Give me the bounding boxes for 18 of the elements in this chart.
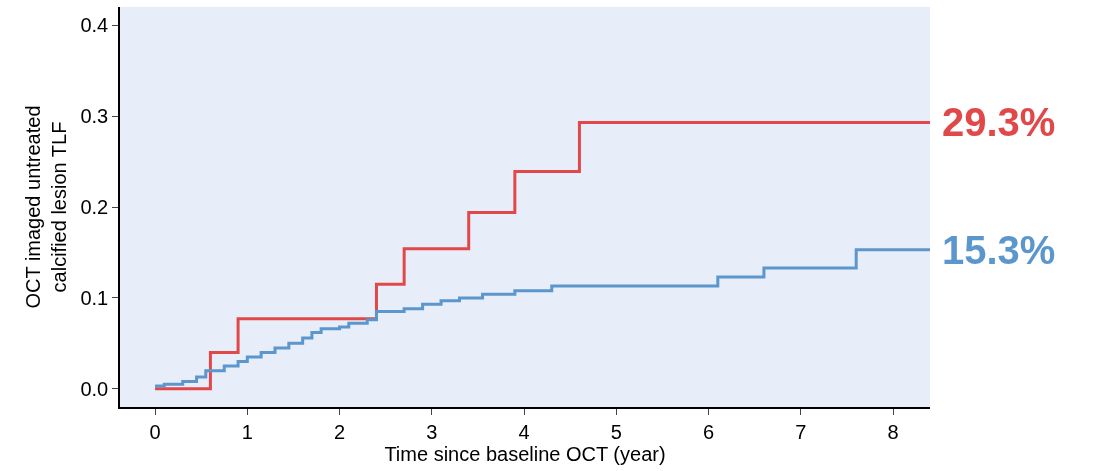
y-tick-label: 0.3 (80, 105, 109, 128)
x-tick-label: 0 (149, 420, 161, 443)
x-tick-label: 5 (610, 420, 622, 443)
x-axis-title: Time since baseline OCT (year) (384, 442, 666, 465)
y-tick-label: 0.0 (80, 377, 109, 400)
y-tick-label: 0.2 (80, 196, 109, 218)
x-tick-label: 2 (334, 420, 346, 443)
y-axis-title: OCT imaged untreated calcified lesion TLF (22, 105, 71, 309)
x-tick-label: 3 (426, 420, 438, 443)
x-tick-label: 6 (703, 420, 715, 443)
x-tick-label: 4 (518, 420, 530, 443)
annotation: 15.3% (942, 228, 1056, 272)
y-tick-label: 0.4 (80, 14, 109, 37)
annotation: 29.3% (942, 100, 1056, 144)
x-tick-label: 8 (887, 420, 899, 443)
x-tick-label: 1 (241, 420, 253, 443)
x-tick-label: 7 (795, 420, 807, 443)
y-tick-label: 0.1 (80, 286, 109, 309)
